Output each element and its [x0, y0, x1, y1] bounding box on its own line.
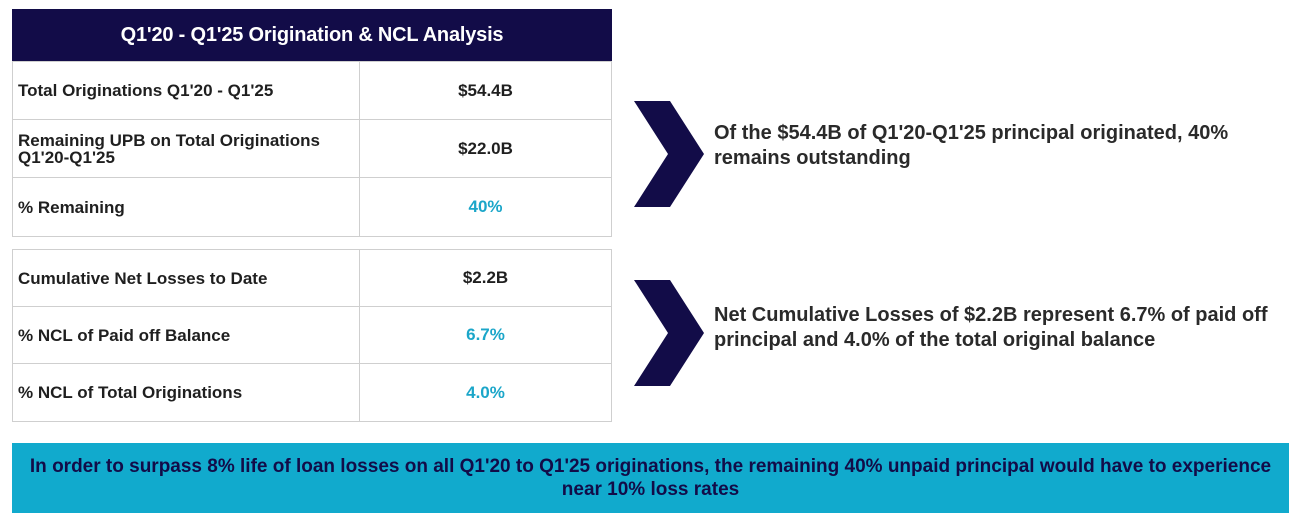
table-row: Total Originations Q1'20 - Q1'25 $54.4B	[13, 62, 611, 120]
row-value: $54.4B	[458, 80, 513, 100]
chevron-right-icon	[634, 280, 704, 386]
losses-callout: Net Cumulative Losses of $2.2B represent…	[714, 304, 1268, 351]
row-label: % Remaining	[13, 178, 360, 236]
row-value: 40%	[468, 197, 503, 216]
row-value: $22.0B	[458, 138, 513, 158]
table-row: % NCL of Paid off Balance 6.7%	[13, 307, 611, 364]
row-label: Remaining UPB on Total Originations Q1'2…	[13, 120, 360, 177]
originations-table: Total Originations Q1'20 - Q1'25 $54.4B …	[12, 61, 612, 237]
row-value: 6.7%	[466, 325, 505, 344]
originations-callout: Of the $54.4B of Q1'20-Q1'25 principal o…	[714, 122, 1229, 169]
table-row: % NCL of Total Originations 4.0%	[13, 364, 611, 421]
table-row: Cumulative Net Losses to Date $2.2B	[13, 250, 611, 307]
row-value: $2.2B	[462, 268, 509, 287]
row-label: Total Originations Q1'20 - Q1'25	[13, 62, 360, 119]
chevron-right-icon	[634, 101, 704, 207]
summary-banner: In order to surpass 8% life of loan loss…	[12, 443, 1289, 513]
row-label: % NCL of Total Originations	[13, 364, 360, 421]
table-title: Q1'20 - Q1'25 Origination & NCL Analysis	[12, 9, 612, 61]
row-value: 4.0%	[466, 382, 505, 402]
losses-table: Cumulative Net Losses to Date $2.2B % NC…	[12, 249, 612, 422]
row-label: % NCL of Paid off Balance	[13, 307, 360, 363]
row-label: Cumulative Net Losses to Date	[13, 250, 360, 306]
table-row: Remaining UPB on Total Originations Q1'2…	[13, 120, 611, 178]
table-row: % Remaining 40%	[13, 178, 611, 236]
